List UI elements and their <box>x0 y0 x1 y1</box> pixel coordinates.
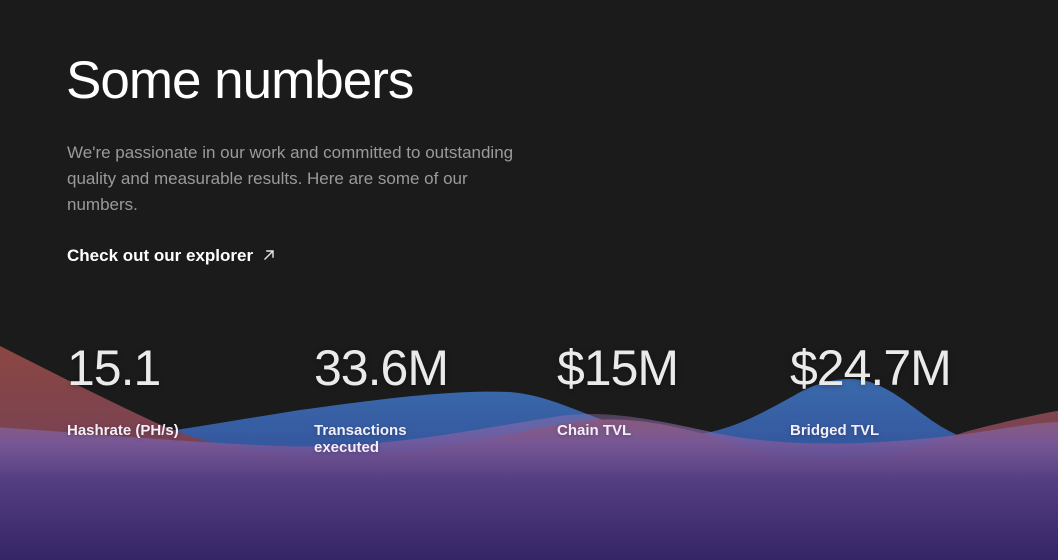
explorer-link[interactable]: Check out our explorer <box>67 246 276 266</box>
stat-hashrate: 15.1 Hashrate (PH/s) <box>67 342 314 456</box>
stat-label: Transactions executed <box>314 422 407 456</box>
stat-transactions: 33.6M Transactions executed <box>314 342 557 456</box>
section-description: We're passionate in our work and committ… <box>67 143 514 214</box>
page-title: Some numbers <box>66 51 414 110</box>
stat-label: Hashrate (PH/s) <box>67 422 179 439</box>
wave-purple <box>0 414 1058 560</box>
stat-value: 33.6M <box>314 340 449 396</box>
stat-bridged-tvl: $24.7M Bridged TVL <box>790 340 952 456</box>
stats-row: 15.1 Hashrate (PH/s) 33.6M Transactions … <box>67 340 952 456</box>
stat-value: $15M <box>557 340 679 396</box>
explorer-link-label: Check out our explorer <box>67 246 254 265</box>
stat-label: Chain TVL <box>557 422 632 439</box>
arrow-up-right-icon <box>262 248 276 262</box>
stat-value: 15.1 <box>67 340 161 396</box>
stat-value: $24.7M <box>790 340 952 396</box>
stat-label: Bridged TVL <box>790 422 880 439</box>
stat-chain-tvl: $15M Chain TVL <box>557 342 790 456</box>
wave-background <box>0 346 1058 560</box>
